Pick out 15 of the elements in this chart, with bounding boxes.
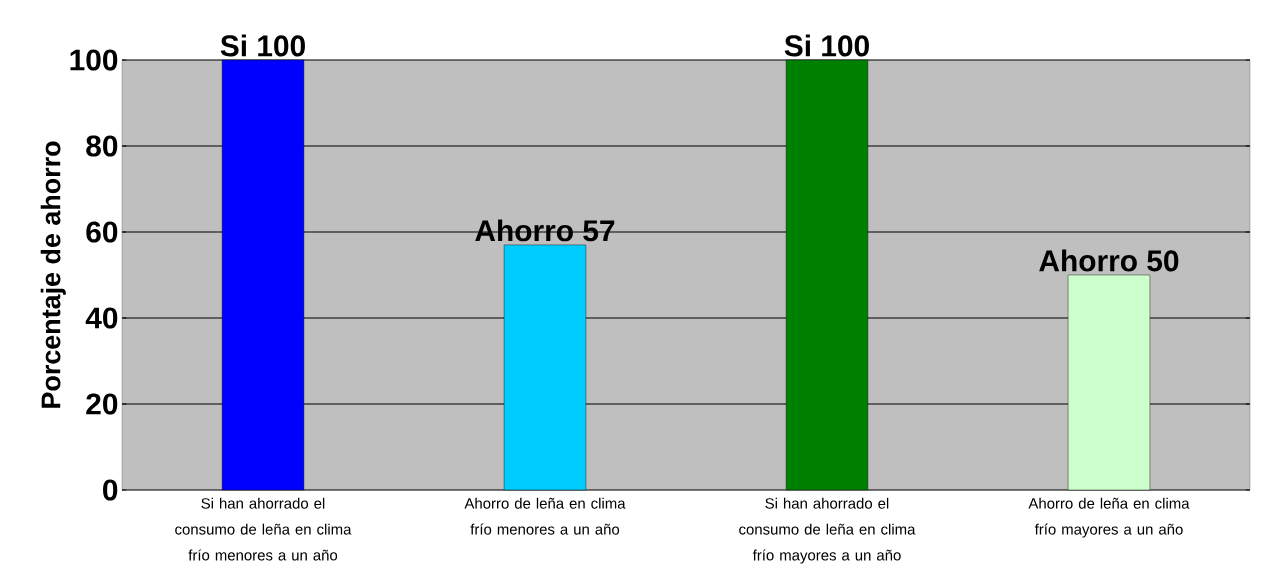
y-tick-label: 80 [86,135,118,157]
y-tick-label: 0 [103,479,118,501]
x-tick-label: Si han ahorrado el consumo de leña en clima frío mayores a un año [739,497,916,564]
x-tick-label: Ahorro de leña en clima frío menores a un año [464,497,626,535]
x-tick-label: Ahorro de leña en clima frío mayores a un año [1028,497,1190,538]
data-label: Si 100 [784,34,869,57]
data-label: Ahorro 50 [1039,249,1179,272]
x-tick-label: Si han ahorrado el consumo de leña en clima frío menores a un año [175,497,352,561]
y-axis-title: Porcentaje de ahorro [40,141,66,408]
y-tick-label: 40 [85,307,118,329]
data-label: Ahorro 57 [475,219,615,242]
data-label: Si 100 [220,34,305,57]
y-tick-label: 100 [70,49,118,71]
y-tick-label: 20 [86,393,118,415]
y-tick-label: 60 [86,221,118,243]
